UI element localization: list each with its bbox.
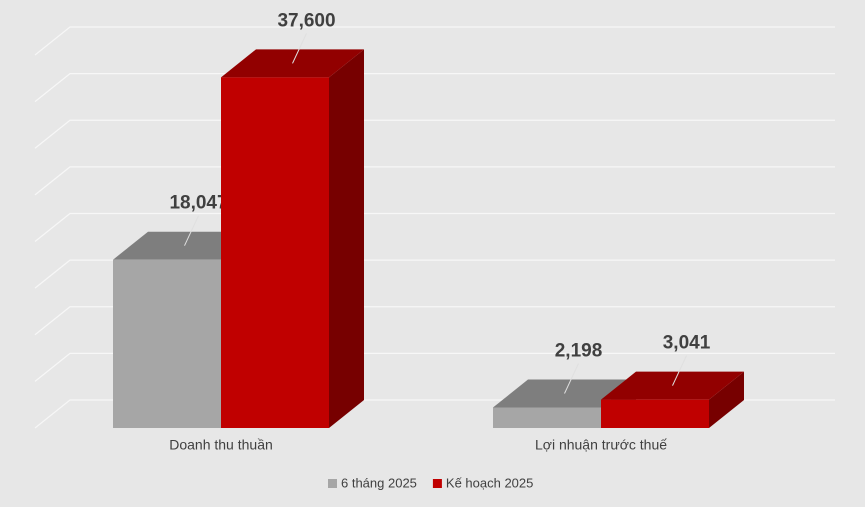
leader-line <box>184 215 199 246</box>
x-tick-label: Lợi nhuận trước thuế <box>535 437 667 453</box>
data-label: 37,600 <box>277 10 335 31</box>
leader-line <box>292 33 307 64</box>
legend-label: 6 tháng 2025 <box>341 475 417 490</box>
data-label: 3,041 <box>663 333 711 354</box>
bar-side <box>329 49 364 428</box>
bar <box>113 259 221 428</box>
bar-side <box>709 371 744 428</box>
grid-line <box>34 212 835 242</box>
grid-line <box>34 73 835 103</box>
legend-label: Kế hoạch 2025 <box>446 475 533 490</box>
bar <box>601 399 709 428</box>
grid-line <box>34 352 835 382</box>
grid-line <box>34 166 835 196</box>
grid-line <box>34 26 835 56</box>
grid-line <box>34 306 835 336</box>
grid-line <box>34 259 835 289</box>
data-label: 2,198 <box>555 341 603 362</box>
bar <box>221 77 329 428</box>
grid-line <box>34 119 835 149</box>
x-tick-label: Doanh thu thuần <box>169 437 273 453</box>
legend-swatch <box>328 479 337 488</box>
data-label: 18,047 <box>169 193 227 214</box>
bar <box>493 407 601 428</box>
leader-line <box>672 355 687 386</box>
legend-swatch <box>432 479 442 488</box>
leader-line <box>564 363 579 394</box>
